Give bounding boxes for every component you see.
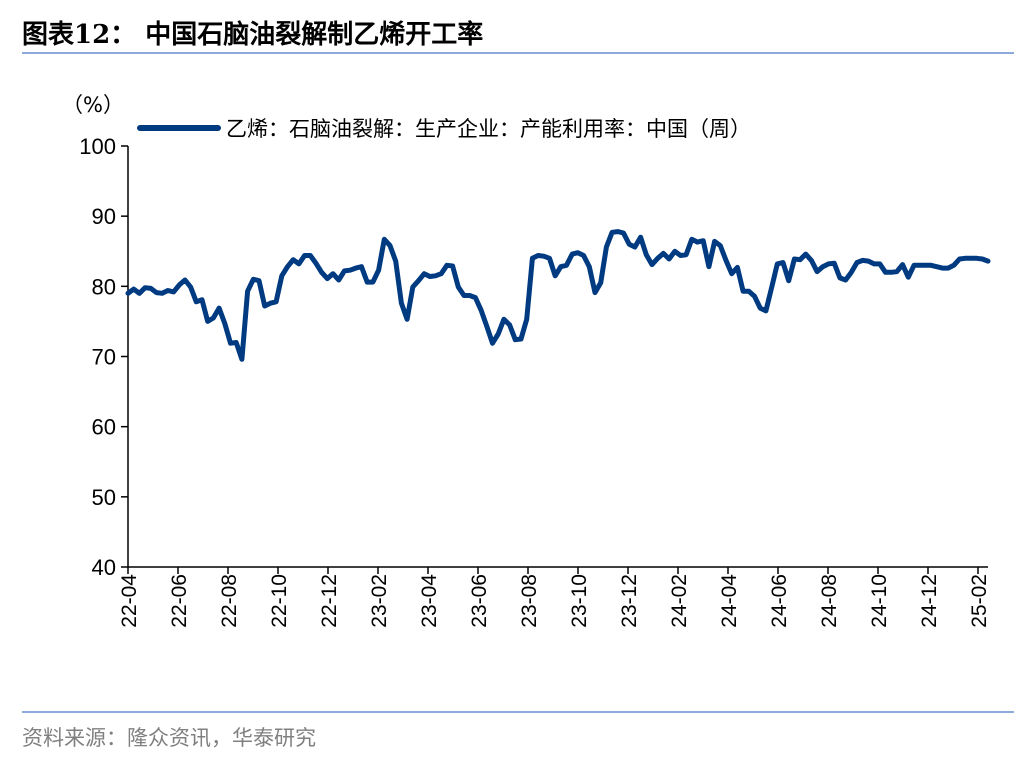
legend: 乙烯：石脑油裂解：生产企业：产能利用率：中国（周） — [137, 117, 751, 141]
x-tick-label: 23-02 — [368, 574, 391, 628]
title-divider — [22, 52, 1014, 54]
y-tick-label: 60 — [92, 415, 116, 440]
source-note: 资料来源：隆众资讯，华泰研究 — [22, 726, 316, 750]
x-tick-label: 24-10 — [868, 574, 891, 628]
y-tick-label: 40 — [92, 555, 116, 580]
series-line — [125, 229, 991, 362]
y-tick-label: 100 — [79, 134, 116, 159]
x-tick-label: 22-12 — [318, 574, 341, 628]
plot-area — [125, 229, 991, 362]
x-tick-label: 23-06 — [468, 574, 491, 628]
x-tick-label: 24-12 — [918, 574, 941, 628]
x-tick-label: 22-10 — [268, 574, 291, 628]
x-tick-label: 24-02 — [668, 574, 691, 628]
y-tick-label: 50 — [92, 485, 116, 510]
page-title: 图表12： 中国石脑油裂解制乙烯开工率 — [22, 20, 484, 50]
axes — [127, 146, 988, 568]
x-tick-label: 24-04 — [718, 574, 741, 628]
x-tick-label: 25-02 — [968, 574, 991, 628]
x-tick-label: 23-08 — [518, 574, 541, 628]
y-tick-label: 90 — [92, 204, 116, 229]
footer-divider — [22, 711, 1014, 713]
x-axis-ticks: 22-04 22-06 22-08 22-10 22-12 23-02 23-04 23-06… — [118, 567, 991, 628]
x-tick-label: 24-08 — [818, 574, 841, 628]
legend-label: 乙烯：石脑油裂解：生产企业：产能利用率：中国（周） — [226, 117, 751, 141]
x-tick-label: 23-04 — [418, 574, 441, 628]
y-axis-unit-label: （%） — [62, 93, 124, 117]
x-tick-label: 23-10 — [568, 574, 591, 628]
y-tick-label: 70 — [92, 345, 116, 370]
y-axis-ticks: 40 50 60 70 80 90 100 — [79, 134, 128, 580]
x-tick-label: 22-08 — [218, 574, 241, 628]
x-tick-label: 22-06 — [168, 574, 191, 628]
y-tick-label: 80 — [92, 274, 116, 299]
x-tick-label: 24-06 — [768, 574, 791, 628]
x-tick-label: 22-04 — [118, 574, 141, 628]
x-tick-label: 23-12 — [618, 574, 641, 628]
